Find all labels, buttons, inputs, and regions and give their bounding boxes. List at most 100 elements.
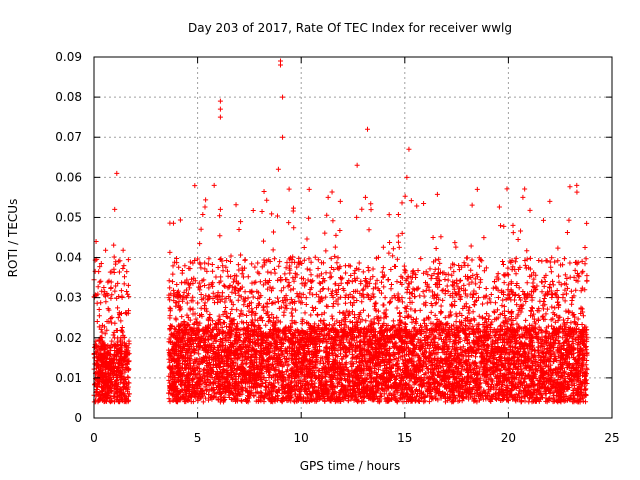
data-point	[103, 358, 109, 364]
data-point	[540, 313, 546, 319]
data-point	[308, 272, 314, 278]
data-point	[549, 294, 555, 300]
data-point	[303, 302, 309, 308]
data-point	[197, 368, 203, 374]
data-point	[567, 274, 573, 280]
data-point	[99, 397, 105, 403]
data-point	[122, 385, 128, 391]
data-point	[99, 322, 105, 328]
data-point	[106, 278, 112, 284]
data-point	[396, 244, 402, 250]
data-point	[360, 286, 366, 292]
data-point	[108, 295, 114, 301]
data-point	[522, 398, 528, 404]
data-point	[225, 273, 231, 279]
data-point	[116, 293, 122, 299]
data-point	[413, 316, 419, 322]
data-point	[313, 291, 319, 297]
data-point	[453, 244, 459, 250]
data-point	[205, 261, 211, 267]
data-point	[202, 266, 208, 272]
data-point	[492, 300, 498, 306]
data-point	[112, 288, 118, 294]
data-point	[552, 259, 558, 265]
data-point	[118, 328, 124, 334]
data-point	[381, 284, 387, 290]
data-point	[119, 342, 125, 348]
data-point	[92, 268, 98, 274]
data-point	[112, 320, 118, 326]
data-point	[124, 269, 130, 275]
data-point	[519, 399, 525, 405]
data-point	[218, 256, 224, 262]
data-point	[221, 282, 227, 288]
data-point	[111, 356, 117, 362]
data-point	[330, 303, 336, 309]
data-point	[408, 314, 414, 320]
data-point	[210, 268, 216, 274]
data-point	[383, 307, 389, 313]
data-point	[217, 233, 223, 239]
data-point	[410, 268, 416, 274]
data-point	[119, 396, 125, 402]
data-point	[414, 286, 420, 292]
data-point	[104, 393, 110, 399]
data-point	[187, 317, 193, 323]
data-point	[470, 323, 476, 329]
data-point	[388, 286, 394, 292]
data-point	[395, 233, 401, 239]
data-point	[579, 258, 585, 264]
data-point	[102, 363, 108, 369]
data-point	[118, 318, 124, 324]
data-point	[456, 263, 462, 269]
data-point	[539, 258, 545, 264]
data-point	[349, 279, 355, 285]
data-point	[453, 395, 459, 401]
data-point	[192, 311, 198, 317]
data-point	[460, 344, 466, 350]
data-point	[417, 307, 423, 313]
data-point	[116, 258, 122, 264]
data-point	[119, 390, 125, 396]
data-point	[278, 288, 284, 294]
data-point	[523, 298, 529, 304]
data-point	[323, 248, 329, 254]
data-point	[269, 211, 275, 217]
data-point	[204, 268, 210, 274]
data-point	[111, 399, 117, 405]
data-point	[182, 338, 188, 344]
data-point	[349, 320, 355, 326]
data-point	[518, 297, 524, 303]
data-point	[561, 256, 567, 262]
data-point	[109, 314, 115, 320]
data-point	[187, 285, 193, 291]
data-point	[421, 200, 427, 206]
data-point	[286, 220, 292, 226]
data-point	[425, 272, 431, 278]
data-point	[111, 351, 117, 357]
data-point	[516, 391, 522, 397]
data-point	[200, 212, 206, 218]
data-point	[303, 295, 309, 301]
data-point	[286, 186, 292, 192]
data-point	[117, 311, 123, 317]
data-point	[119, 348, 125, 354]
data-point	[444, 283, 450, 289]
data-point	[110, 332, 116, 338]
data-point	[99, 384, 105, 390]
data-point	[326, 322, 332, 328]
data-point	[461, 260, 467, 266]
data-point	[98, 395, 104, 401]
data-point	[573, 277, 579, 283]
data-point	[97, 392, 103, 398]
data-point	[498, 223, 504, 229]
data-point	[94, 300, 100, 306]
data-point	[198, 291, 204, 297]
data-point	[103, 375, 109, 381]
data-point	[123, 310, 129, 316]
data-point	[238, 311, 244, 317]
data-point	[167, 285, 173, 291]
data-point	[239, 271, 245, 277]
data-point	[217, 316, 223, 322]
